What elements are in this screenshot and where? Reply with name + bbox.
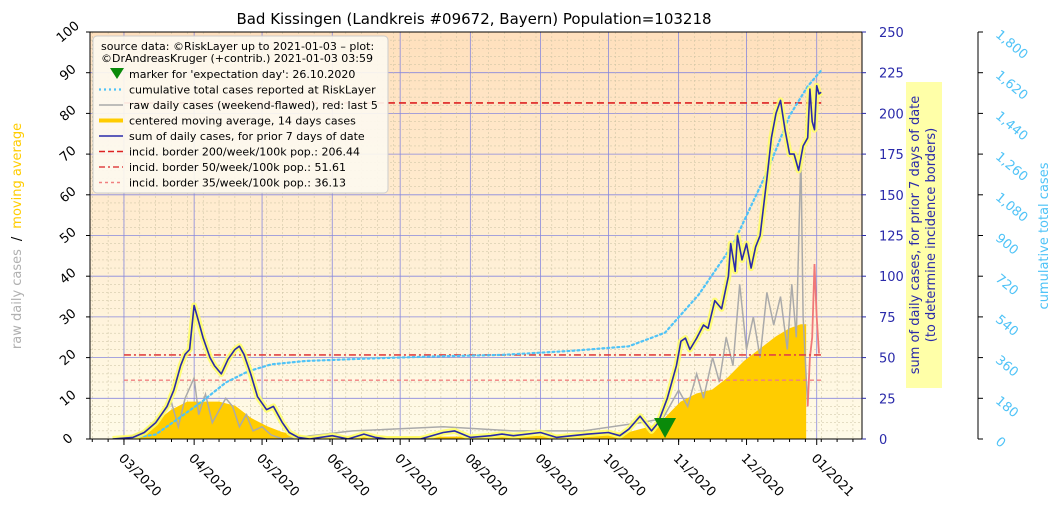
chart-title: Bad Kissingen (Landkreis #09672, Bayern)… xyxy=(236,10,711,28)
right-tick-label: 175 xyxy=(879,148,904,163)
x-tick-label: 01/2021 xyxy=(808,451,857,500)
legend-entry-label: raw daily cases (weekend-flawed), red: l… xyxy=(129,99,378,112)
right-tick-label: 50 xyxy=(879,352,896,367)
left-tick-label: 10 xyxy=(57,388,79,410)
svg-text:raw daily cases/moving average: raw daily cases / moving average xyxy=(10,123,25,349)
legend-entry-label: sum of daily cases, for prior 7 days of … xyxy=(129,130,365,143)
x-tick-label: 07/2020 xyxy=(391,451,440,500)
legend: source data: ©RiskLayer up to 2021-01-03… xyxy=(92,35,389,194)
far-right-tick-label: 720 xyxy=(992,272,1021,299)
expectation-day-marker xyxy=(654,418,677,438)
right-tick-label: 0 xyxy=(879,433,887,448)
far-right-tick-label: 540 xyxy=(992,312,1021,339)
left-tick-label: 0 xyxy=(60,431,76,448)
seven-day-line xyxy=(112,84,822,439)
x-tick-label: 12/2020 xyxy=(738,451,787,500)
raw-daily-last5-line xyxy=(806,263,820,407)
right-tick-label: 250 xyxy=(879,26,904,41)
left-tick-label: 40 xyxy=(57,266,79,288)
right-axis-label: sum of daily cases, for prior 7 days of … xyxy=(906,82,942,388)
x-tick-label: 03/2020 xyxy=(115,451,164,500)
right-axis-label-line2: (to determine incidence borders) xyxy=(924,128,939,343)
right-tick-label: 125 xyxy=(879,230,904,245)
legend-header-1: source data: ©RiskLayer up to 2021-01-03… xyxy=(101,40,374,53)
legend-entry-label: incid. border 35/week/100k pop.: 36.13 xyxy=(129,177,346,190)
right-tick-label: 75 xyxy=(879,311,896,326)
x-tick-label: 08/2020 xyxy=(462,451,511,500)
legend-entry-label: cumulative total cases reported at RiskL… xyxy=(129,84,376,97)
left-tick-label: 50 xyxy=(57,225,79,247)
x-axis: 03/2020 04/2020 05/2020 06/2020 07/2020 08/20… xyxy=(91,439,857,500)
far-right-axis-label: cumulative total cases xyxy=(1037,162,1052,309)
x-tick-label: 05/2020 xyxy=(253,451,302,500)
legend-symbol xyxy=(110,68,124,79)
legend-entry-label: incid. border 200/week/100k pop.: 206.44 xyxy=(129,146,360,159)
legend-entry-label: incid. border 50/week/100k pop.: 51.61 xyxy=(129,161,346,174)
far-right-tick-label: 1,800 xyxy=(992,27,1030,62)
cumulative-line xyxy=(122,69,823,439)
right-axis-label-line1: sum of daily cases, for prior 7 days of … xyxy=(908,96,923,375)
far-right-tick-label: 1,440 xyxy=(992,109,1030,144)
left-axis-label: raw daily cases / moving average xyxy=(10,123,25,349)
legend-entry-label: marker for 'expectation day': 26.10.2020 xyxy=(129,68,355,81)
left-tick-label: 100 xyxy=(54,19,83,46)
left-axis-label-ma: moving average xyxy=(10,123,25,229)
left-tick-label: 30 xyxy=(57,306,79,328)
far-right-tick-label: 1,080 xyxy=(992,190,1030,225)
right-tick-label: 225 xyxy=(879,67,904,82)
x-tick-label: 09/2020 xyxy=(532,451,581,500)
right-tick-label: 200 xyxy=(879,107,904,122)
far-right-axis-label-group: cumulative total cases xyxy=(1037,162,1052,309)
left-tick-label: 70 xyxy=(57,143,79,165)
left-tick-label: 60 xyxy=(57,184,79,206)
far-right-tick-label: 1,260 xyxy=(992,150,1030,185)
x-tick-label: 10/2020 xyxy=(600,451,649,500)
legend-entry-label: centered moving average, 14 days cases xyxy=(129,115,356,128)
x-tick-label: 04/2020 xyxy=(185,451,234,500)
left-tick-label: 90 xyxy=(57,62,79,84)
right-tick-label: 100 xyxy=(879,270,904,285)
legend-header-2: ©DrAndreasKruger (+contrib.) 2021-01-03 … xyxy=(101,52,373,65)
far-right-tick-label: 0 xyxy=(992,434,1008,451)
right-tick-label: 25 xyxy=(879,392,896,407)
far-right-tick-label: 1,620 xyxy=(992,68,1030,103)
left-axis-label-raw: raw daily cases xyxy=(10,249,25,349)
legend-box xyxy=(92,35,389,194)
x-tick-label: 06/2020 xyxy=(323,451,372,500)
raw-daily-line xyxy=(123,154,809,439)
x-tick-label: 11/2020 xyxy=(670,451,719,500)
right-tick-label: 150 xyxy=(879,189,904,204)
left-axis: 0 10 20 30 40 50 60 70 80 90 100 xyxy=(54,19,90,448)
far-right-tick-label: 900 xyxy=(992,231,1021,258)
far-right-axis: 0 180 360 540 720 900 1,080 1,260 1,440 1,620 1,80… xyxy=(977,27,1030,451)
far-right-tick-label: 180 xyxy=(992,394,1021,421)
left-tick-label: 80 xyxy=(57,103,79,125)
far-right-tick-label: 360 xyxy=(992,353,1021,380)
right-axis: 0 25 50 75 100 125 150 175 200 225 250 xyxy=(862,26,904,448)
left-tick-label: 20 xyxy=(57,347,79,369)
left-axis-label-sep: / xyxy=(10,236,25,241)
